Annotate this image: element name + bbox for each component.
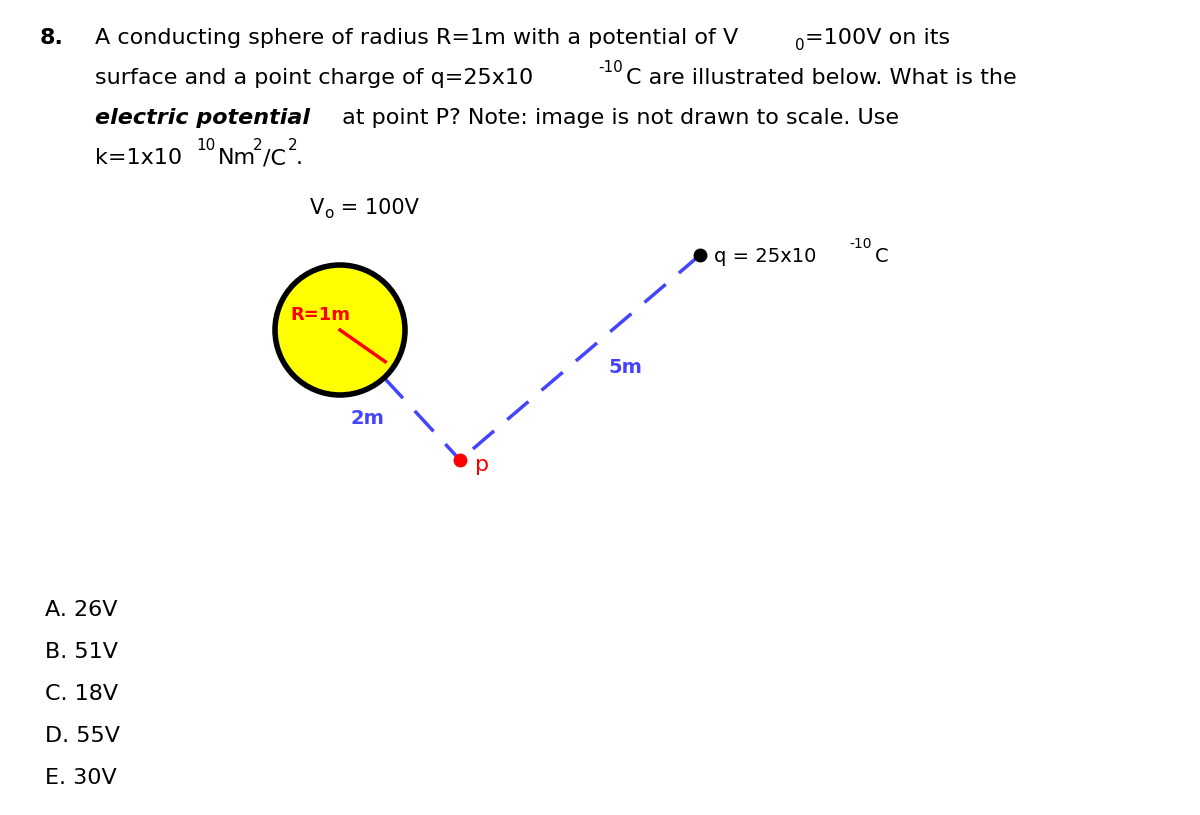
Text: electric potential: electric potential <box>95 108 310 128</box>
Text: at point P? Note: image is not drawn to scale. Use: at point P? Note: image is not drawn to … <box>335 108 899 128</box>
Text: 2: 2 <box>288 138 298 153</box>
Text: C are illustrated below. What is the: C are illustrated below. What is the <box>626 68 1016 88</box>
Text: 8.: 8. <box>40 28 64 48</box>
Text: surface and a point charge of q=25x10: surface and a point charge of q=25x10 <box>95 68 533 88</box>
Text: B. 51V: B. 51V <box>46 642 118 662</box>
Text: C: C <box>875 247 889 266</box>
Circle shape <box>275 265 406 395</box>
Text: 2: 2 <box>253 138 263 153</box>
Text: = 100V: = 100V <box>334 198 419 218</box>
Text: 10: 10 <box>196 138 215 153</box>
Text: C. 18V: C. 18V <box>46 684 118 704</box>
Text: R=1m: R=1m <box>290 306 350 324</box>
Text: E. 30V: E. 30V <box>46 768 116 788</box>
Text: 5m: 5m <box>608 358 642 377</box>
Text: A. 26V: A. 26V <box>46 600 118 620</box>
Text: o: o <box>324 206 334 221</box>
Text: q = 25x10: q = 25x10 <box>714 247 816 266</box>
Text: .: . <box>296 148 302 168</box>
Text: p: p <box>475 455 490 475</box>
Text: -10: -10 <box>850 237 871 251</box>
Text: D. 55V: D. 55V <box>46 726 120 746</box>
Text: =100V on its: =100V on its <box>805 28 950 48</box>
Text: /C: /C <box>263 148 286 168</box>
Text: Nm: Nm <box>218 148 256 168</box>
Text: A conducting sphere of radius R=1m with a potential of V: A conducting sphere of radius R=1m with … <box>95 28 738 48</box>
Text: 2m: 2m <box>350 409 384 429</box>
Text: k=1x10: k=1x10 <box>95 148 182 168</box>
Text: -10: -10 <box>598 60 623 75</box>
Text: 0: 0 <box>796 38 805 53</box>
Text: V: V <box>310 198 324 218</box>
